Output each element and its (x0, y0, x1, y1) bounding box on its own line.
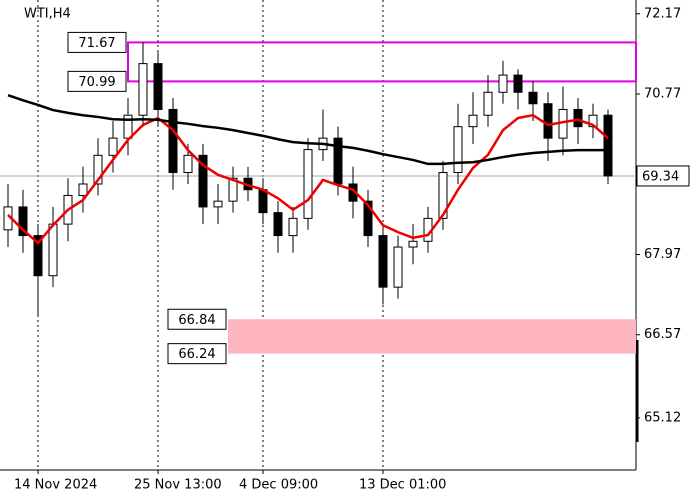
candle-body (48, 223, 58, 277)
candle-body (483, 91, 493, 116)
candle (78, 166, 88, 213)
candle (228, 166, 238, 213)
candle-body (183, 154, 193, 174)
y-tick-label: 67.97 (644, 247, 681, 262)
zone-label: 66.84 (178, 313, 215, 328)
candle (303, 138, 313, 230)
zone (228, 319, 636, 354)
candle (33, 224, 43, 316)
candle-body (198, 154, 208, 208)
candle (438, 161, 448, 230)
candle (393, 235, 403, 299)
zone-label: 70.99 (78, 75, 115, 90)
candle-body (378, 235, 388, 288)
candle-body (513, 74, 523, 93)
candle (288, 206, 298, 253)
candle (513, 69, 523, 110)
candle (498, 60, 508, 104)
candle (588, 103, 598, 139)
moving-average (7, 93, 608, 166)
chart-title: WTI,H4 (24, 7, 71, 22)
candle-body (153, 63, 163, 110)
moving-average (7, 113, 609, 245)
candle (273, 201, 283, 253)
candle-body (168, 108, 178, 174)
candle-body (543, 103, 553, 139)
candle (408, 224, 418, 265)
zone-label-box (67, 70, 127, 92)
candle-body (468, 114, 478, 128)
candle-body (303, 149, 313, 219)
candle-body (213, 200, 223, 208)
x-tick-label: 4 Dec 09:00 (239, 478, 318, 493)
candle-body (108, 137, 118, 156)
x-tick-label: 13 Dec 01:00 (359, 478, 446, 493)
candle (18, 189, 28, 253)
candle-body (588, 114, 598, 128)
candle (453, 103, 463, 184)
candle-body (78, 183, 88, 196)
candle-body (288, 217, 298, 237)
candle-body (498, 74, 508, 93)
candle-body (273, 212, 283, 237)
zone-label: 66.24 (178, 347, 215, 362)
candle (363, 189, 373, 248)
zone-label-box (167, 343, 227, 365)
candle-body (573, 108, 583, 128)
candle (378, 224, 388, 305)
candle (468, 92, 478, 144)
candle-body (393, 246, 403, 288)
candle-body (363, 200, 373, 237)
x-tick-label: 25 Nov 13:00 (134, 478, 222, 493)
candle-body (33, 235, 43, 277)
zone (127, 41, 637, 83)
candle (603, 109, 613, 184)
candle-body (138, 63, 148, 116)
candle-body (258, 189, 268, 214)
zone-label-box (67, 31, 127, 53)
candle-body (18, 206, 28, 237)
candle (93, 138, 103, 196)
current-price-box (636, 165, 690, 187)
candle-body (528, 91, 538, 105)
candle (168, 98, 178, 190)
candle (213, 183, 223, 225)
candle-body (453, 126, 463, 174)
zone-label-box (167, 308, 227, 330)
candle-body (228, 177, 238, 202)
candle (483, 75, 493, 127)
y-tick-label: 72.17 (644, 6, 681, 21)
candle (138, 42, 148, 127)
candle (198, 143, 208, 225)
candle-body (438, 172, 448, 219)
y-tick-label: 70.77 (644, 87, 681, 102)
candle (153, 52, 163, 127)
zone-label: 71.67 (78, 36, 115, 51)
y-tick-label: 66.57 (644, 327, 681, 342)
candle-body (408, 240, 418, 248)
candle (108, 120, 118, 173)
x-tick-label: 14 Nov 2024 (14, 478, 97, 493)
current-price-label: 69.34 (642, 169, 679, 184)
candle-body (603, 114, 613, 177)
candle-body (93, 154, 103, 185)
y-tick-label: 65.12 (644, 410, 681, 425)
